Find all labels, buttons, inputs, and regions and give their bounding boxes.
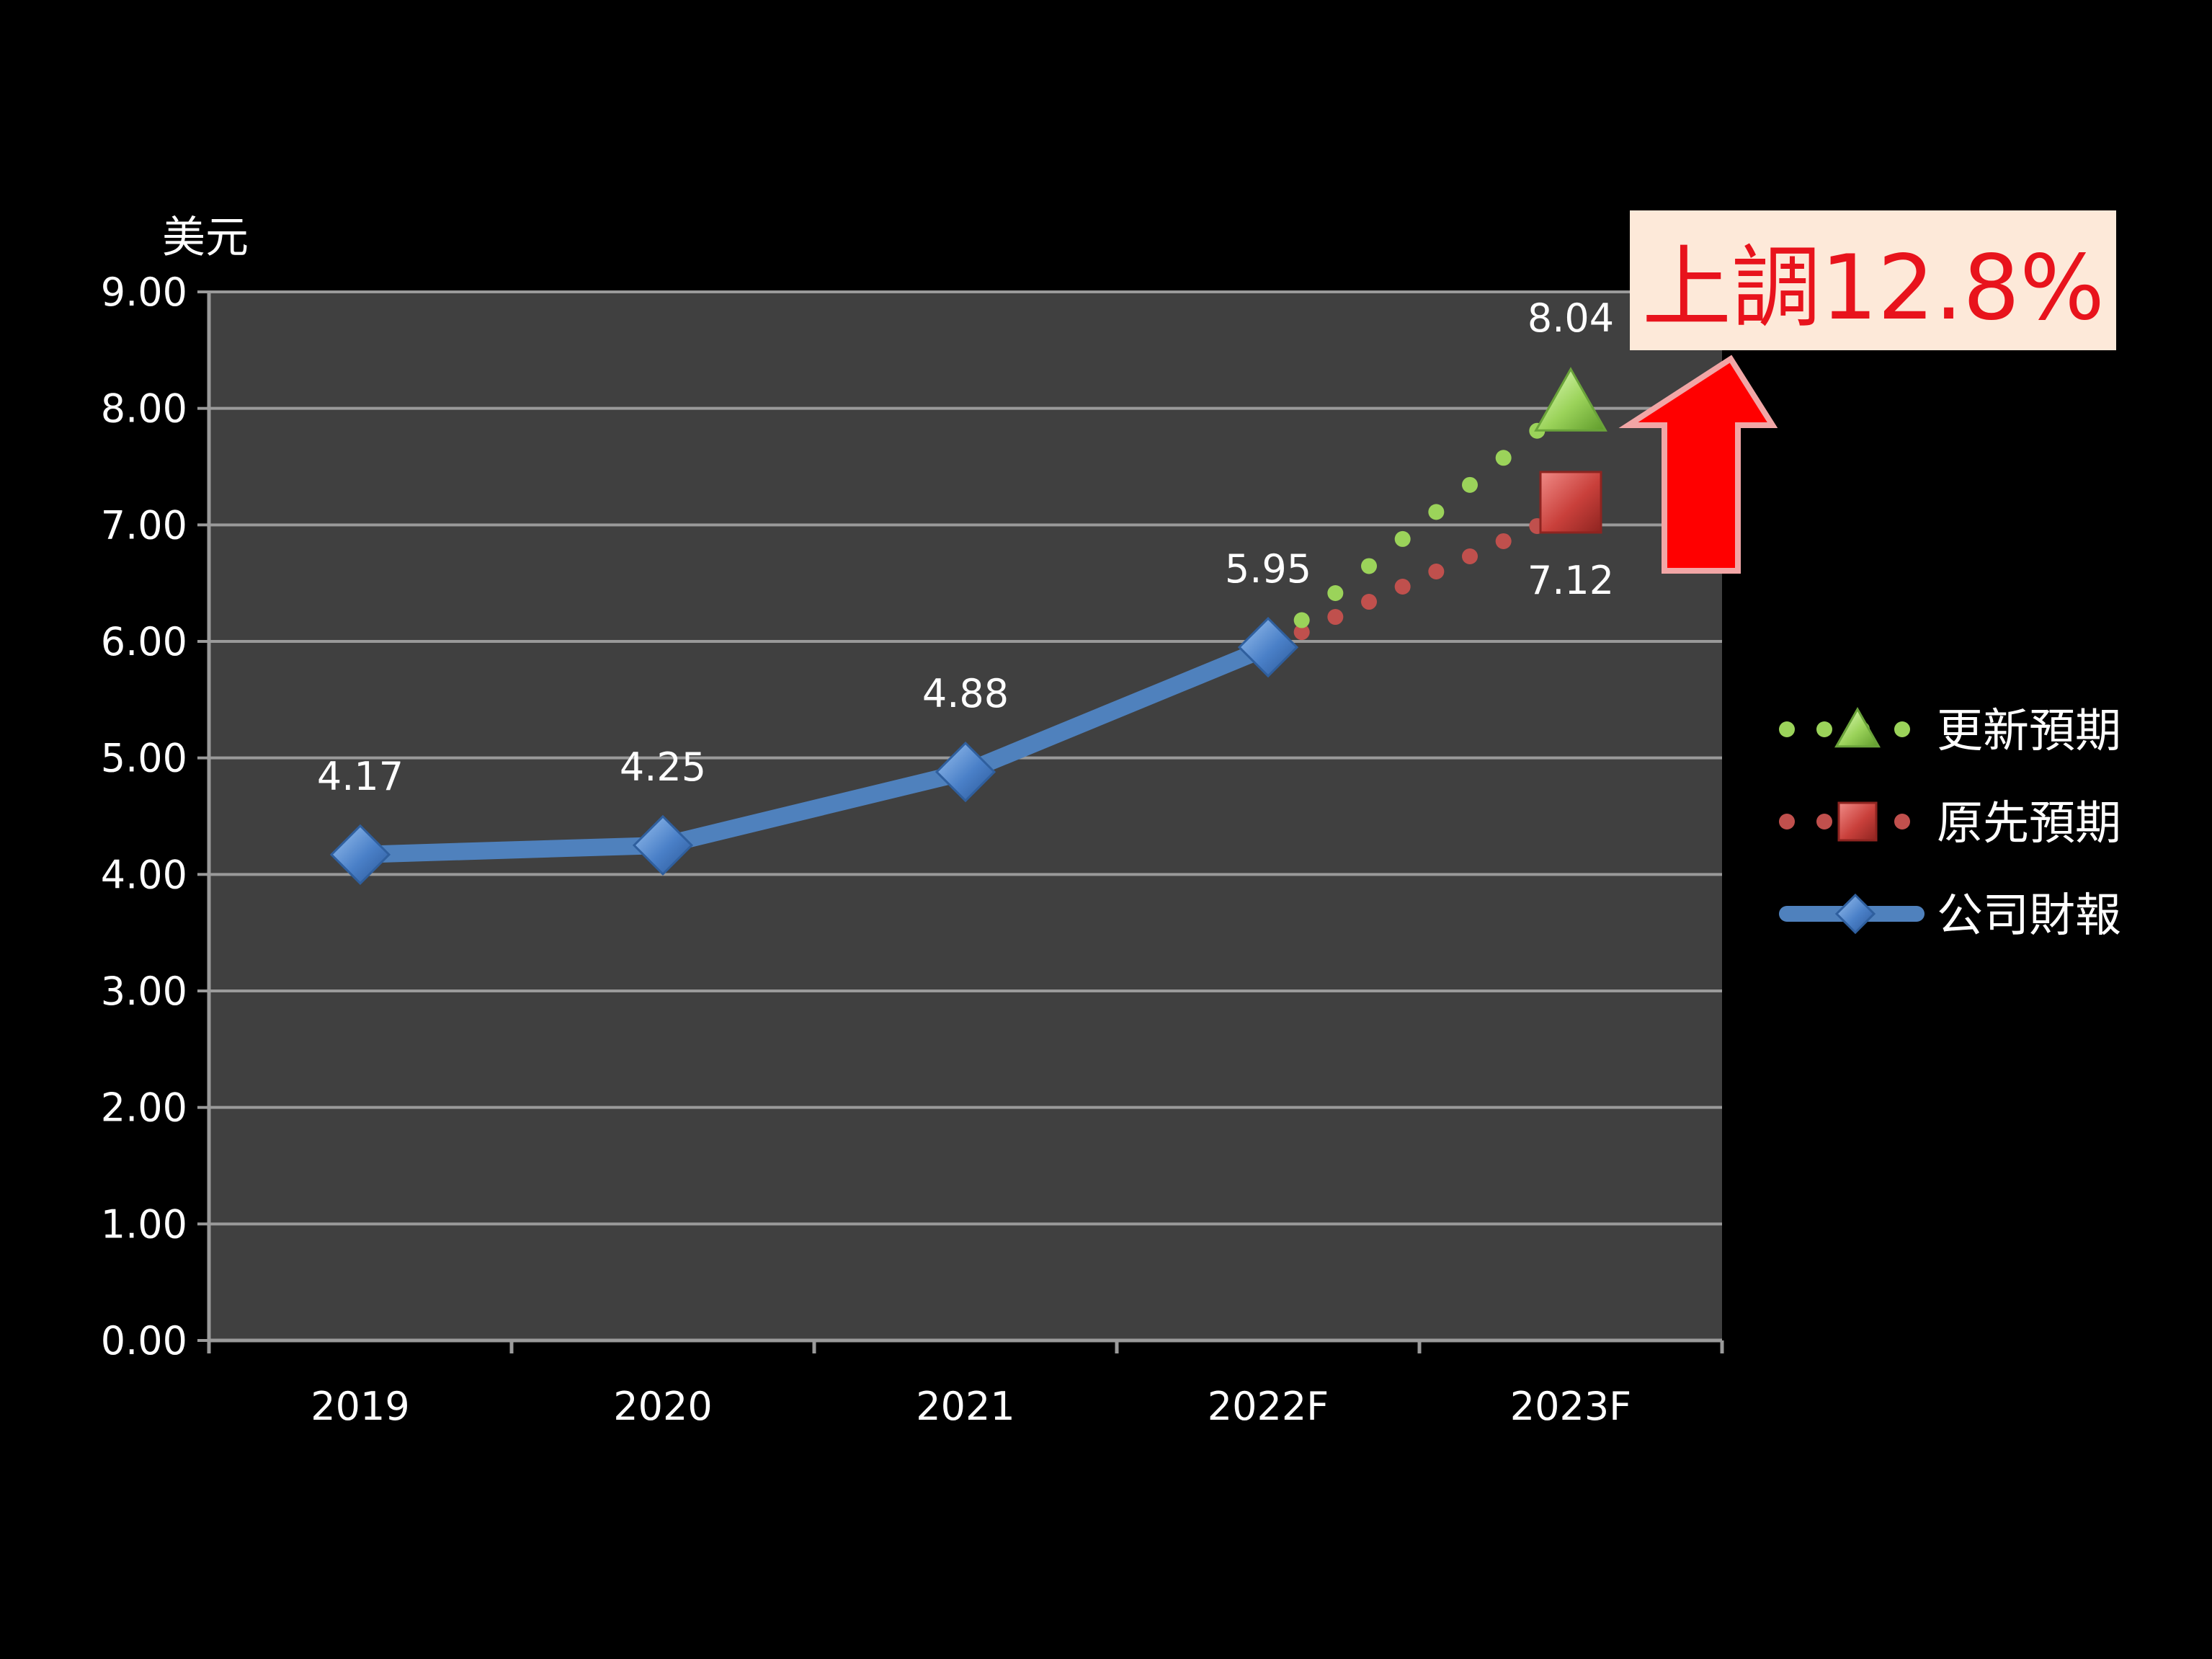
series-line-actual [352,639,1277,863]
series-dot [1361,594,1377,610]
legend-label: 原先預期 [1937,797,2121,850]
legend-dot [1816,814,1832,830]
y-tick-label: 8.00 [101,386,187,432]
legend-dot [1894,814,1910,830]
y-tick-label: 5.00 [101,736,187,781]
x-tick-label: 2023F [1510,1384,1632,1429]
legend-item: 公司財報 [1779,889,2121,943]
series-dot [1428,504,1445,520]
y-tick-label: 3.00 [101,969,187,1014]
legend-dot [1779,721,1795,737]
legend-dot [1779,814,1795,830]
plot-area [209,292,1722,1340]
legend-label: 公司財報 [1937,889,2121,943]
data-point-actual [1237,616,1299,678]
data-label: 4.17 [317,754,403,799]
callout-box [1630,210,2116,350]
legend-triangle-icon [1834,706,1881,748]
y-tick-label: 0.00 [101,1318,187,1364]
legend-dot [1894,721,1910,737]
callout-text: 上調12.8% [1642,236,2105,340]
axes: 0.00 1.00 2.00 3.00 4.00 5.00 6.00 7.00 8.00 9.00… [101,270,1724,1429]
series-dot [1462,548,1478,564]
y-tick-label: 9.00 [101,270,187,315]
series-dot [1495,450,1512,466]
y-tick-label: 2.00 [101,1085,187,1131]
legend-square-icon [1837,801,1878,842]
legend-diamond-icon [1834,893,1876,935]
series-dot [1361,558,1377,574]
x-tick-label: 2021 [916,1384,1014,1429]
x-tick-label: 2019 [311,1384,409,1429]
series-dot [1462,476,1478,493]
series-dot [1428,564,1445,579]
data-label: 5.95 [1225,546,1311,592]
y-tick-label: 1.00 [101,1201,187,1247]
data-point-updated [1534,367,1607,432]
data-labels: 4.17 4.25 4.88 5.95 8.04 7.12 [317,295,1614,799]
legend-item: 更新預期 [1779,705,2121,758]
callout: 上調12.8% [1618,210,2116,574]
data-point-actual [935,741,996,803]
series-dot [1327,584,1344,601]
series-dot [1293,612,1310,628]
series-dot [1293,624,1310,641]
series-dot [1495,533,1512,549]
data-point-actual [329,824,391,885]
data-point-original [1539,471,1602,534]
y-unit-label: 美元 [162,213,249,263]
data-label: 4.88 [922,671,1009,716]
series-dot [1394,530,1411,547]
series [329,367,1607,885]
x-tick-label: 2020 [613,1384,712,1429]
series-dot [1327,609,1344,626]
data-label: 4.25 [620,744,706,790]
data-point-actual [632,814,694,876]
series-dot [1394,579,1411,595]
x-tick-label: 2022F [1208,1384,1329,1429]
y-tick-label: 7.00 [101,502,187,548]
y-tick-label: 6.00 [101,619,187,664]
legend-item: 原先預期 [1779,797,2121,850]
data-label: 7.12 [1528,558,1614,603]
data-label: 8.04 [1528,295,1614,341]
legend-dot [1816,721,1832,737]
legend-label: 更新預期 [1937,705,2121,758]
up-arrow-icon [1618,355,1778,574]
y-tick-label: 4.00 [101,852,187,897]
